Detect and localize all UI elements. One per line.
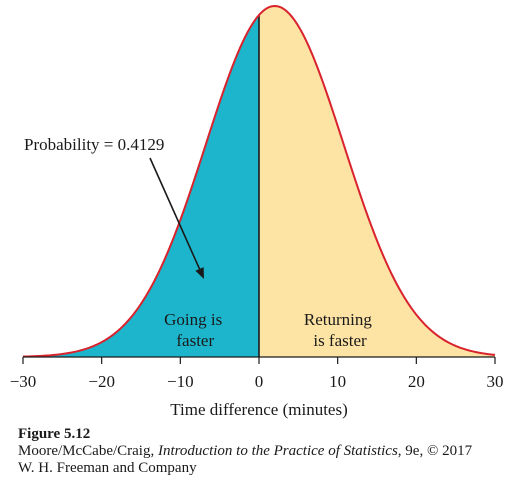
returning-faster-label: Returning is faster xyxy=(304,310,376,350)
book-title: Introduction to the Practice of Statisti… xyxy=(157,443,398,459)
x-tick-label: 10 xyxy=(329,372,346,391)
normal-distribution-chart: −30 −20 −10 0 10 20 30 Time difference (minute… xyxy=(10,4,504,419)
probability-annotation: Probability = 0.4129 xyxy=(24,135,164,154)
publisher-line: W. H. Freeman and Company xyxy=(18,460,197,476)
citation-line: Moore/McCabe/Craig, Introduction to the … xyxy=(18,443,506,460)
going-faster-label-line-2: faster xyxy=(176,331,214,350)
x-tick-label: −30 xyxy=(10,372,37,391)
x-tick-label: 30 xyxy=(487,372,504,391)
x-axis-ticks: −30 −20 −10 0 10 20 30 xyxy=(10,357,504,391)
going-faster-area xyxy=(23,15,259,358)
x-tick-label: −20 xyxy=(88,372,115,391)
figure-caption: Figure 5.12 Moore/McCabe/Craig, Introduc… xyxy=(18,426,506,477)
annotation-arrow xyxy=(149,157,201,270)
going-faster-label-line-1: Going is xyxy=(164,310,222,329)
returning-faster-area xyxy=(259,6,495,357)
going-faster-label: Going is faster xyxy=(164,310,226,350)
x-tick-label: 0 xyxy=(255,372,264,391)
figure-number: Figure 5.12 xyxy=(18,426,91,442)
citation-edition: , 9e, © 2017 xyxy=(397,443,473,459)
citation-authors: Moore/McCabe/Craig, xyxy=(18,443,158,459)
density-curve xyxy=(22,4,496,358)
returning-faster-label-line-1: Returning xyxy=(304,310,372,329)
x-tick-label: −10 xyxy=(167,372,194,391)
x-tick-label: 20 xyxy=(408,372,425,391)
x-axis-label: Time difference (minutes) xyxy=(170,400,348,419)
returning-faster-label-line-2: is faster xyxy=(313,331,367,350)
annotation-arrow-head xyxy=(195,267,204,279)
